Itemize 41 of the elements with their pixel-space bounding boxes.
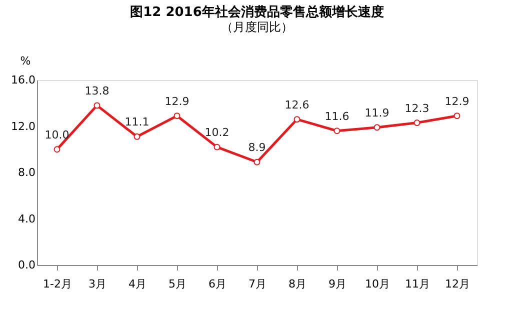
x-tick-label: 11月	[405, 278, 430, 290]
x-tick-label: 9月	[328, 278, 346, 290]
point	[54, 146, 60, 153]
data-label: 11.1	[124, 116, 150, 129]
data-label: 12.9	[164, 94, 190, 108]
point	[214, 144, 220, 150]
data-label: 11.9	[364, 106, 390, 120]
y-axis-title: %	[20, 54, 31, 68]
data-label: 12.3	[404, 102, 430, 115]
y-tick-label: 4.0	[18, 212, 36, 226]
x-tick-label: 7月	[248, 278, 266, 290]
x-tick-label: 8月	[288, 278, 306, 290]
point	[454, 112, 460, 120]
chart-subtitle: （月度同比）	[221, 20, 293, 34]
data-label: 12.6	[284, 98, 310, 112]
y-tick-label: 16.0	[11, 74, 36, 86]
x-tick-label: 10月	[365, 278, 390, 290]
y-tick-label: 0.0	[18, 258, 36, 272]
data-label: 10.0	[44, 128, 70, 142]
chart-title: 图12 2016年社会消费品零售总额增长速度	[130, 4, 384, 20]
x-tick-label: 6月	[208, 278, 226, 290]
x-tick-label: 1-2月	[43, 278, 72, 290]
point	[134, 133, 140, 140]
point	[414, 120, 420, 126]
point	[374, 124, 380, 131]
point	[294, 116, 300, 123]
y-tick-label: 12.0	[11, 120, 36, 133]
point	[254, 158, 260, 166]
y-tick-label: 8.0	[18, 166, 36, 179]
point	[174, 112, 180, 120]
x-tick-label: 4月	[128, 278, 146, 290]
data-label: 12.9	[444, 94, 470, 108]
x-tick-label: 3月	[88, 278, 106, 290]
data-label: 8.9	[248, 141, 266, 154]
point	[94, 102, 100, 109]
x-tick-label: 5月	[168, 278, 186, 290]
point	[334, 128, 340, 134]
data-label: 11.6	[324, 110, 350, 123]
data-label: 13.8	[84, 84, 110, 98]
data-label: 10.2	[204, 126, 230, 140]
x-tick-label: 12月	[445, 278, 470, 290]
